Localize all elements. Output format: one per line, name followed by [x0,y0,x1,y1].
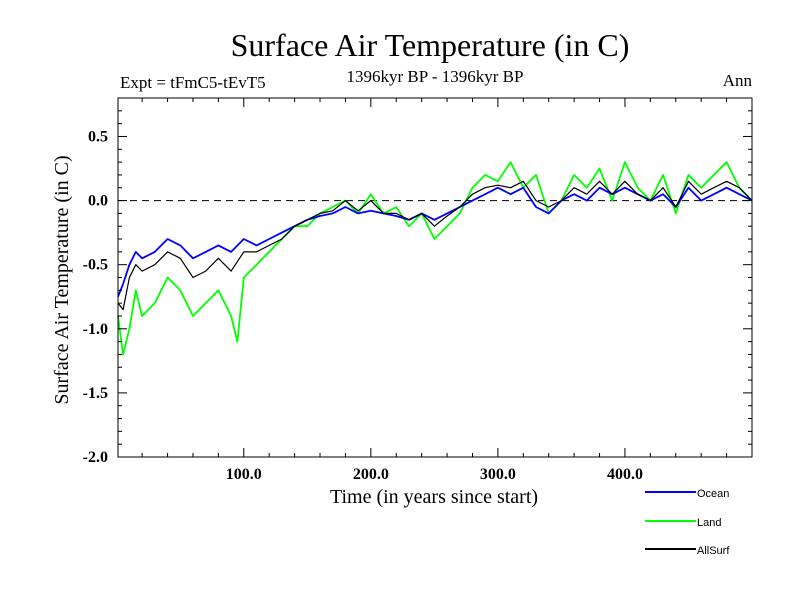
y-tick-label: -0.5 [83,257,108,274]
x-tick-label: 300.0 [480,466,516,483]
chart-subtitle-right: Ann [723,71,753,90]
chart-subtitle-center: 1396kyr BP - 1396kyr BP [347,67,524,86]
series-line-land [117,161,753,356]
chart-subtitle-left: Expt = tFmC5-tEvT5 [120,73,266,92]
plot-area: 100.0 200.0 300.0 400.0 -2.0 -1.5 -1.0 -0.5 0.0 0… [83,97,753,557]
series-line-allsurf [117,180,753,311]
legend-label-allsurf: AllSurf [697,545,730,557]
legend-label-ocean: Ocean [697,488,729,500]
x-tick-label: 100.0 [226,466,262,483]
y-tick-label: 0.5 [88,128,108,145]
series-line-ocean [117,186,753,298]
x-tick-label: 200.0 [353,466,389,483]
plot-frame [117,97,753,458]
y-tick-label: 0.0 [88,193,108,210]
y-tick-label: -1.5 [83,385,108,402]
legend-label-land: Land [697,517,721,529]
y-tick-label: -2.0 [83,449,108,466]
y-axis-label: Surface Air Temperature (in C) [51,155,73,404]
x-tick-label: 400.0 [607,466,643,483]
x-axis-label: Time (in years since start) [330,486,538,508]
y-tick-label: -1.0 [83,321,108,338]
chart-title: Surface Air Temperature (in C) [231,27,630,63]
